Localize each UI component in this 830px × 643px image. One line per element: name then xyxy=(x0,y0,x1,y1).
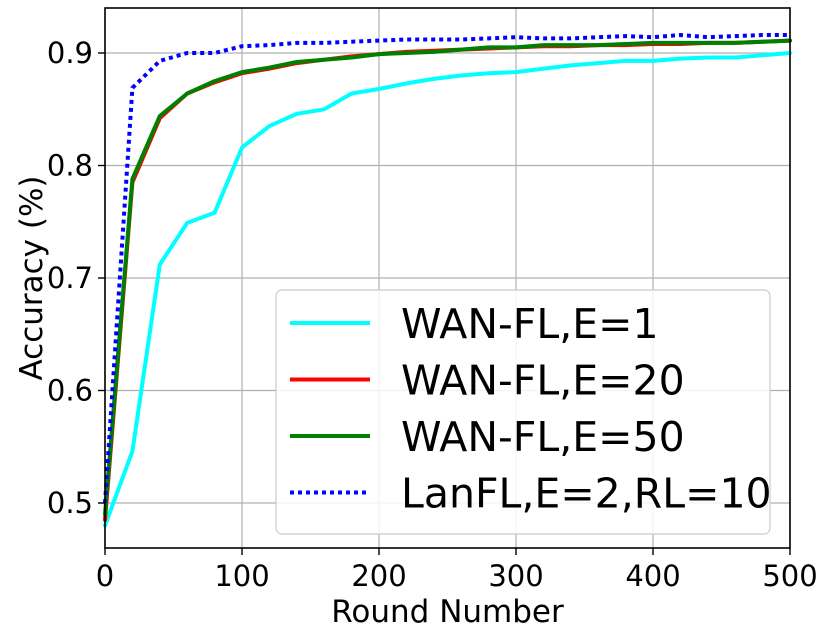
legend-label-1: WAN-FL,E=1 xyxy=(401,300,659,348)
grid xyxy=(104,8,791,548)
x-tick-label: 400 xyxy=(625,559,680,593)
series-line-3 xyxy=(103,38,792,517)
y-tick-label: 0.6 xyxy=(47,374,93,408)
legend: WAN-FL,E=1 WAN-FL,E=20 WAN-FL,E=50 LanFL,E=… xyxy=(275,289,772,535)
series-line-1 xyxy=(103,51,792,528)
legend-box xyxy=(275,289,771,535)
y-tick-label: 0.7 xyxy=(47,261,93,295)
legend-label-2: WAN-FL,E=20 xyxy=(401,357,685,405)
y-axis-label: Accuracy (%) xyxy=(14,175,50,380)
x-axis-label: Round Number xyxy=(331,594,564,630)
x-tick-label: 0 xyxy=(96,559,114,593)
y-tick-label: 0.9 xyxy=(47,36,93,70)
x-tick-label: 100 xyxy=(214,559,269,593)
axis-ticks: 0 100 200 300 400 500 0.5 0.6 0.7 0.8 0.9 xyxy=(47,36,818,593)
x-tick-label: 500 xyxy=(762,559,817,593)
y-tick-label: 0.8 xyxy=(47,149,93,183)
series-line-4 xyxy=(103,33,790,504)
legend-items: WAN-FL,E=1 WAN-FL,E=20 WAN-FL,E=50 LanFL,E=… xyxy=(290,300,772,518)
legend-label-3: WAN-FL,E=50 xyxy=(401,413,685,461)
series-lines xyxy=(103,33,792,528)
x-tick-label: 200 xyxy=(351,559,406,593)
y-tick-label: 0.5 xyxy=(47,486,93,520)
x-tick-label: 300 xyxy=(488,559,543,593)
legend-label-4: LanFL,E=2,RL=10 xyxy=(401,470,772,518)
